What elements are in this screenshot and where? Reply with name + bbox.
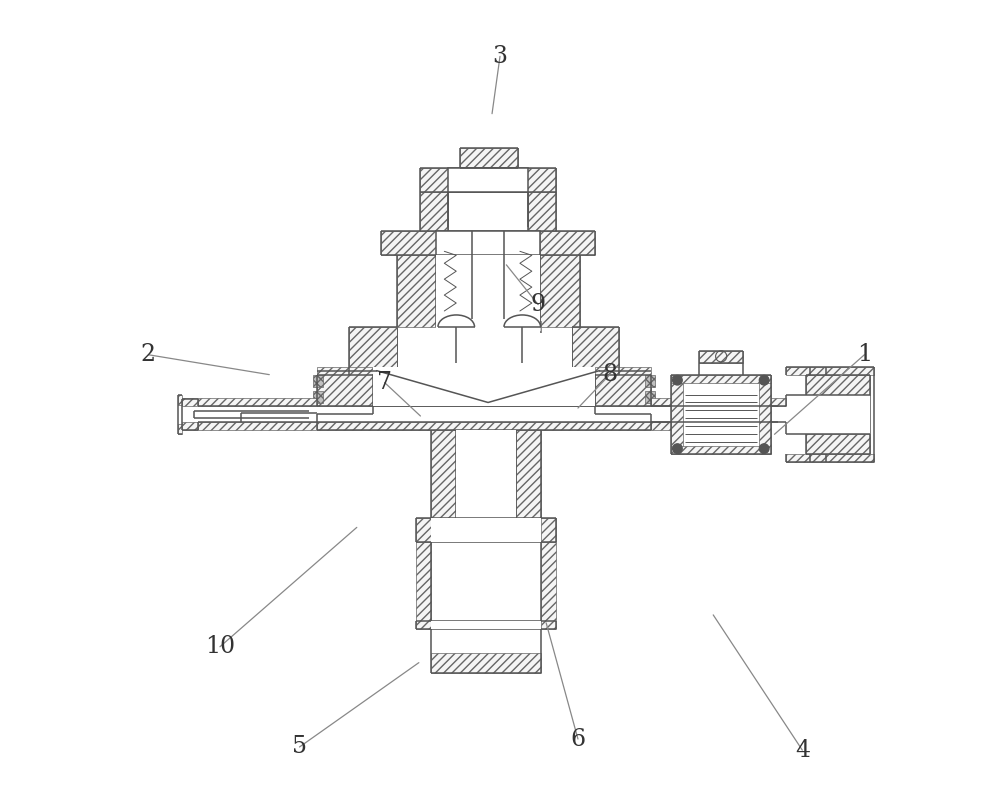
- Bar: [198, 422, 317, 430]
- Bar: [349, 327, 397, 375]
- Bar: [436, 320, 446, 332]
- Bar: [645, 375, 655, 387]
- Bar: [806, 395, 870, 434]
- Bar: [671, 375, 683, 454]
- Text: 3: 3: [492, 45, 507, 68]
- Circle shape: [673, 444, 682, 453]
- Bar: [317, 367, 373, 406]
- Bar: [313, 375, 323, 387]
- Bar: [373, 367, 595, 406]
- Text: 9: 9: [531, 293, 546, 316]
- Bar: [373, 375, 595, 406]
- Bar: [759, 375, 771, 454]
- Bar: [516, 430, 541, 518]
- Text: 4: 4: [795, 739, 810, 762]
- Text: 2: 2: [141, 344, 156, 367]
- Bar: [528, 191, 556, 231]
- Bar: [540, 231, 595, 255]
- Bar: [436, 255, 540, 375]
- Bar: [178, 424, 182, 434]
- Bar: [541, 518, 556, 542]
- Bar: [771, 398, 786, 406]
- Bar: [699, 351, 743, 363]
- Bar: [786, 454, 874, 462]
- Bar: [671, 446, 771, 454]
- Bar: [541, 542, 556, 629]
- Bar: [420, 191, 448, 231]
- Bar: [806, 434, 870, 454]
- Circle shape: [759, 375, 769, 385]
- Bar: [397, 255, 436, 327]
- Bar: [431, 430, 456, 518]
- Text: 10: 10: [205, 635, 235, 658]
- Bar: [182, 422, 198, 430]
- Bar: [651, 422, 671, 430]
- Text: 8: 8: [602, 363, 617, 386]
- Bar: [460, 148, 518, 168]
- Bar: [572, 327, 619, 375]
- Bar: [420, 168, 556, 191]
- Bar: [436, 231, 540, 255]
- Bar: [431, 622, 541, 629]
- Bar: [448, 168, 528, 191]
- Bar: [178, 395, 182, 405]
- Bar: [595, 367, 651, 406]
- Bar: [313, 391, 323, 403]
- Bar: [532, 320, 541, 332]
- Bar: [806, 375, 870, 395]
- Bar: [645, 391, 655, 403]
- Bar: [317, 422, 651, 430]
- Text: 6: 6: [570, 728, 586, 751]
- Bar: [671, 375, 771, 383]
- Circle shape: [759, 444, 769, 453]
- Bar: [456, 430, 516, 518]
- Text: 5: 5: [292, 736, 307, 759]
- Bar: [416, 542, 431, 629]
- Circle shape: [673, 375, 682, 385]
- Bar: [786, 367, 874, 375]
- Text: 7: 7: [377, 371, 392, 394]
- Bar: [595, 375, 651, 406]
- Bar: [540, 255, 580, 327]
- Bar: [317, 375, 373, 406]
- Bar: [651, 398, 671, 406]
- Bar: [198, 398, 317, 406]
- Bar: [381, 231, 436, 255]
- Bar: [416, 518, 431, 542]
- Bar: [431, 518, 541, 542]
- Text: 1: 1: [857, 344, 872, 367]
- Bar: [431, 653, 541, 673]
- Bar: [182, 398, 198, 406]
